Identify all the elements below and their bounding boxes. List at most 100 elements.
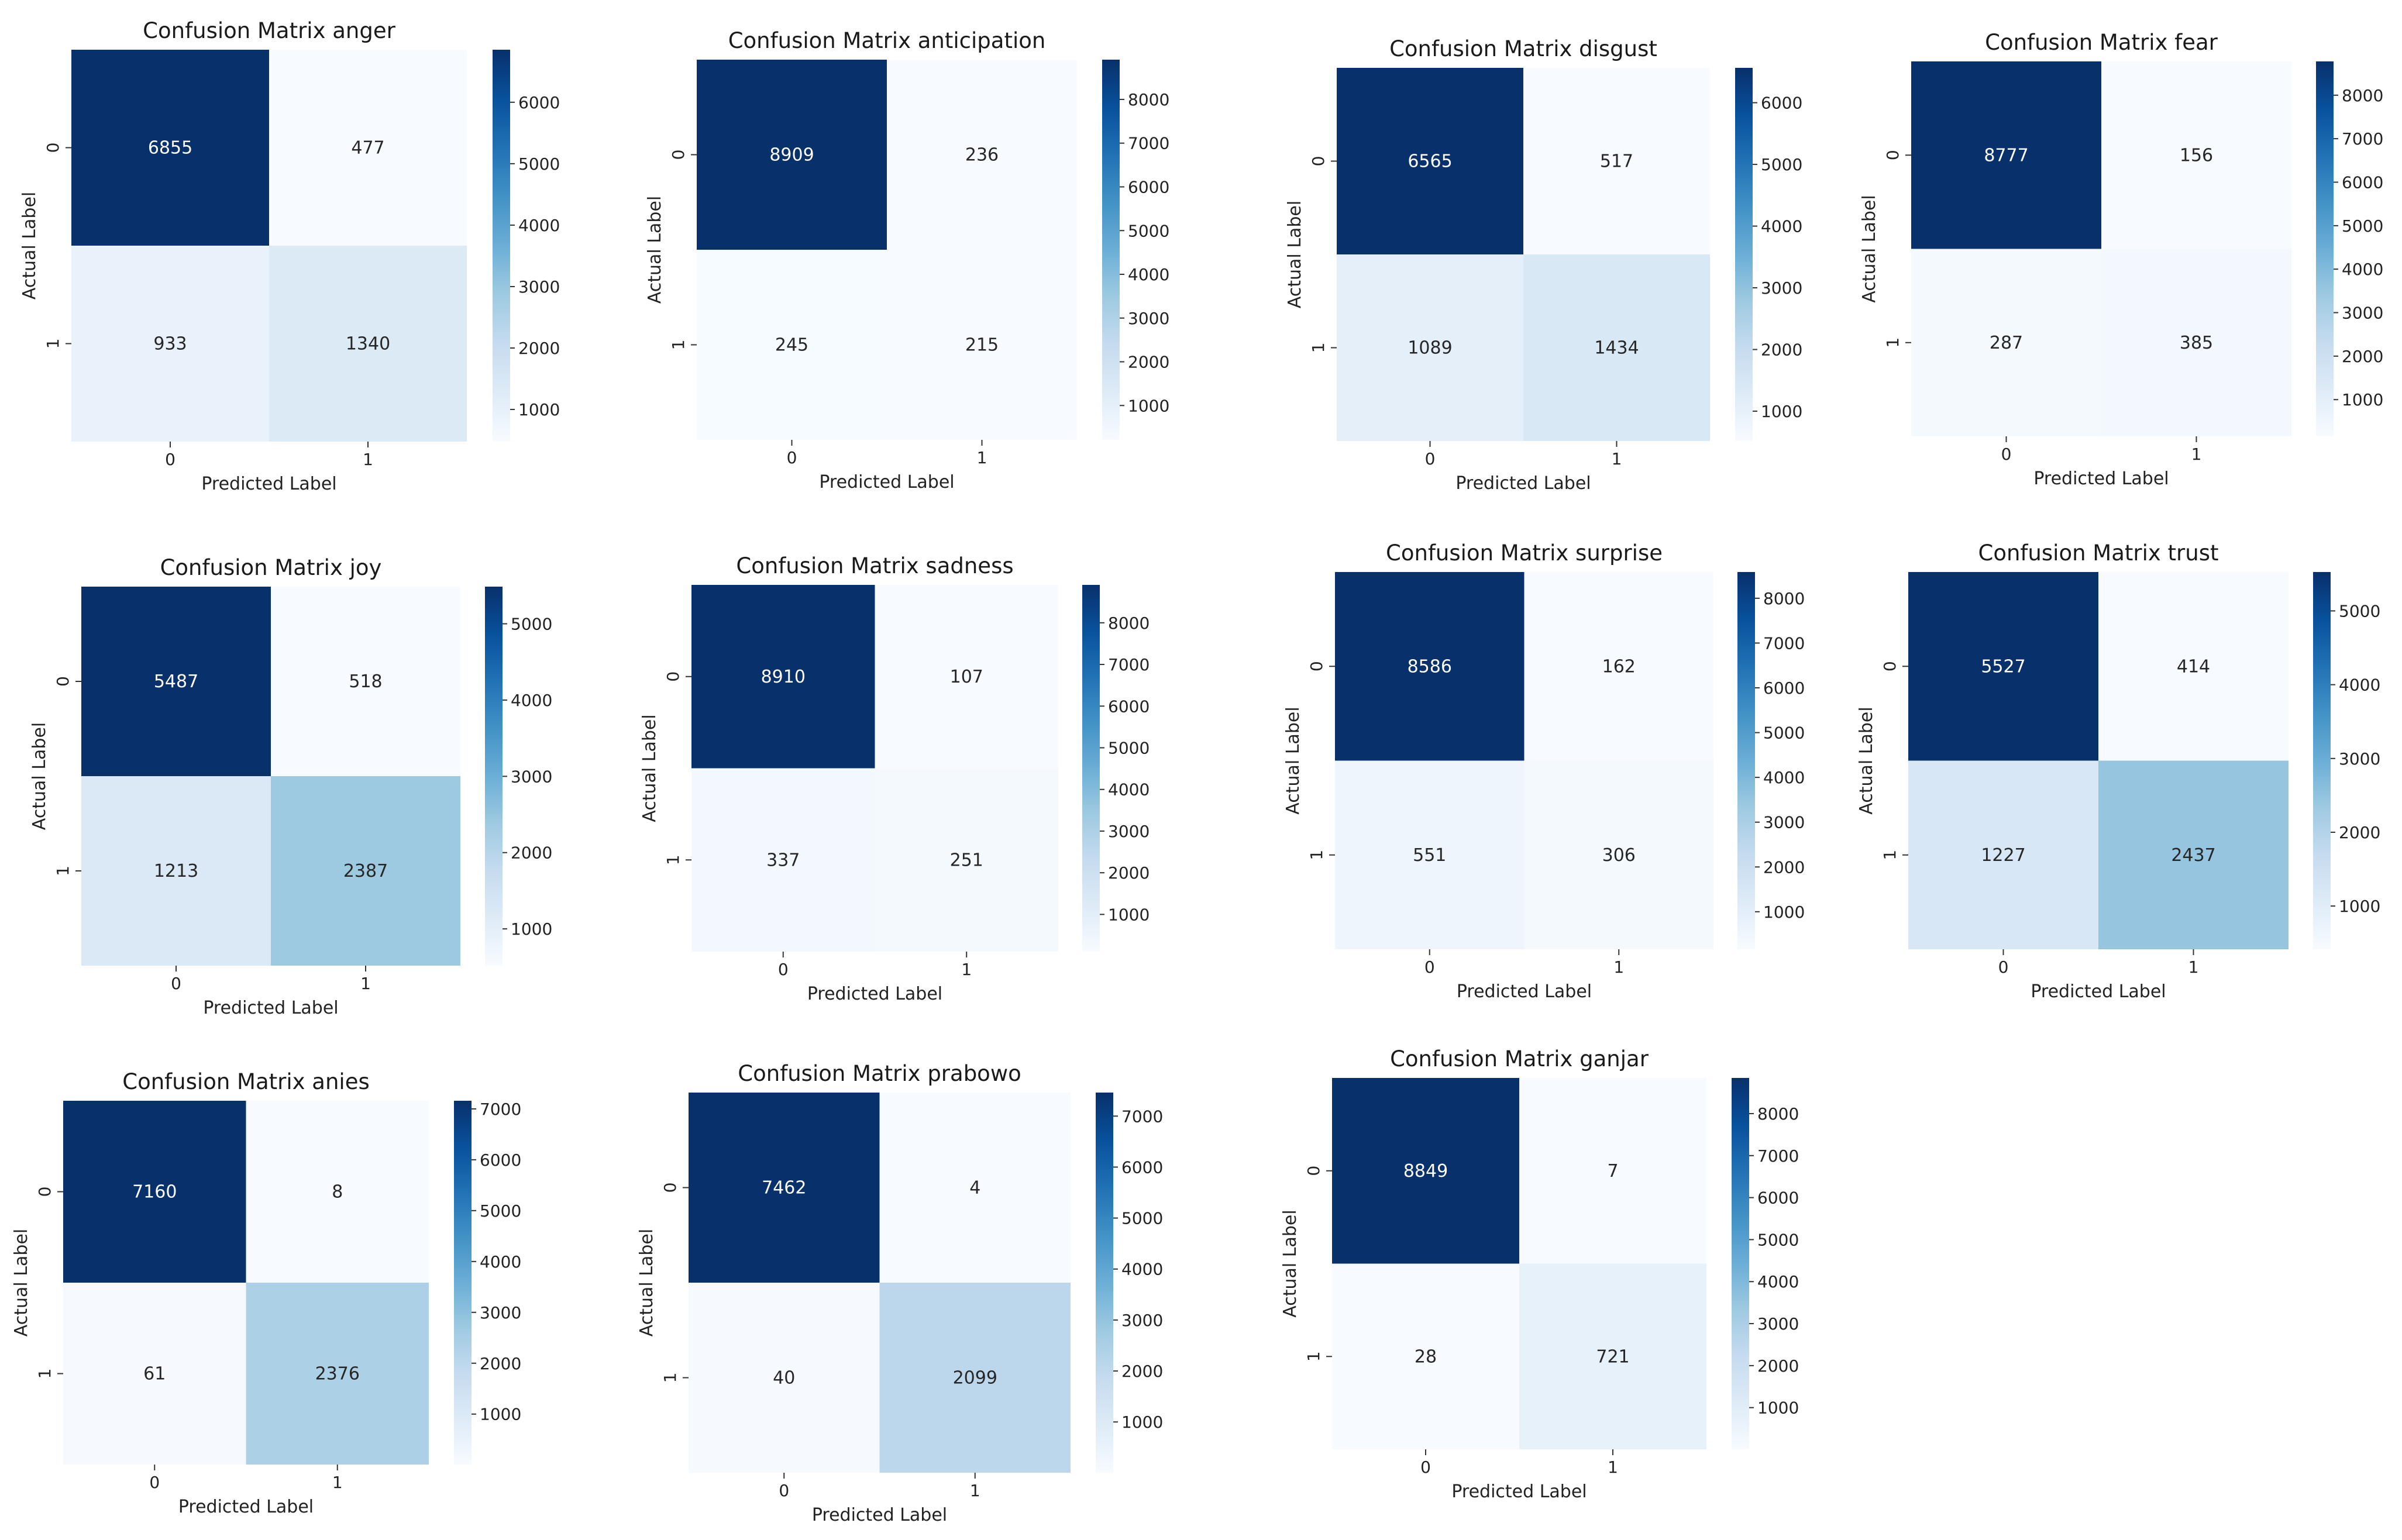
cell-value: 28 <box>1415 1346 1437 1367</box>
colorbar-tick-label: 7000 <box>480 1100 521 1119</box>
colorbar-tick-label: 2000 <box>480 1354 521 1373</box>
heatmap-cell <box>887 250 1077 440</box>
x-tick-label: 0 <box>1425 449 1436 468</box>
y-tick-label: 0 <box>1309 156 1328 167</box>
confusion-matrix-chart: Confusion Matrix anger 6855 477 933 1340 0 1 0 1… <box>19 18 560 494</box>
x-tick-label: 1 <box>2188 957 2199 977</box>
x-tick-label: 0 <box>1420 1458 1431 1477</box>
cell-value: 933 <box>153 334 187 354</box>
heatmap-cell <box>246 1101 429 1283</box>
colorbar-tick-label: 1000 <box>480 1405 521 1424</box>
cell-value: 251 <box>950 850 983 870</box>
cell-value: 8586 <box>1408 656 1452 677</box>
cell-value: 287 <box>1990 333 2023 353</box>
confusion-matrix-chart: Confusion Matrix joy 5487 518 1213 2387 0 1 0 1 P… <box>29 555 552 1018</box>
cell-value: 551 <box>1413 845 1446 866</box>
colorbar-tick-label: 4000 <box>480 1252 521 1272</box>
colorbar-tick-label: 6000 <box>1763 678 1805 698</box>
cell-value: 5487 <box>154 671 198 692</box>
heatmap-cell <box>1911 61 2101 249</box>
heatmap-cell <box>875 585 1058 769</box>
y-tick-label: 0 <box>669 150 688 160</box>
y-tick-label: 0 <box>1307 661 1326 671</box>
cell-value: 1089 <box>1408 338 1452 359</box>
cell-value: 721 <box>1596 1346 1629 1367</box>
x-axis-label: Predicted Label <box>2031 981 2166 1002</box>
chart-title: Confusion Matrix disgust <box>1389 36 1657 61</box>
x-tick-label: 1 <box>332 1473 343 1492</box>
y-tick-label: 0 <box>663 671 683 682</box>
x-axis-label: Predicted Label <box>203 998 338 1018</box>
y-tick-label: 1 <box>1307 850 1326 860</box>
cell-value: 61 <box>143 1364 166 1384</box>
y-tick-label: 1 <box>1880 850 1899 860</box>
colorbar-tick-label: 7000 <box>1757 1146 1799 1166</box>
x-axis-label: Predicted Label <box>201 474 336 494</box>
colorbar-tick-label: 4000 <box>2342 260 2383 279</box>
y-tick-label: 0 <box>43 143 63 153</box>
cell-value: 7 <box>1607 1161 1618 1181</box>
colorbar-tick-label: 7000 <box>1108 655 1150 674</box>
colorbar-tick-label: 5000 <box>518 154 560 174</box>
heatmap-cell <box>887 60 1077 250</box>
colorbar-tick-label: 8000 <box>1108 614 1150 633</box>
colorbar-tick-label: 2000 <box>518 339 560 358</box>
heatmap-cell <box>1332 1078 1519 1264</box>
confusion-matrix-chart: Confusion Matrix prabowo 7462 4 40 2099 0 1 0 1 P… <box>636 1061 1163 1525</box>
cell-value: 2099 <box>953 1368 997 1389</box>
y-axis-label: Actual Label <box>11 1229 32 1336</box>
y-tick-label: 1 <box>663 855 683 865</box>
colorbar-tick-label: 1000 <box>2339 897 2380 916</box>
heatmap-cell <box>1911 249 2101 436</box>
chart-title: Confusion Matrix ganjar <box>1390 1046 1649 1072</box>
heatmap-cell <box>271 587 460 776</box>
x-axis-label: Predicted Label <box>812 1505 947 1525</box>
colorbar-tick-label: 7000 <box>1128 134 1169 153</box>
heatmap-cell <box>1908 760 2098 949</box>
colorbar-tick-label: 1000 <box>1761 402 1802 421</box>
colorbar-tick-label: 3000 <box>1108 822 1150 841</box>
colorbar <box>1737 572 1755 949</box>
cell-value: 306 <box>1602 845 1636 866</box>
heatmap-cell <box>1524 760 1713 949</box>
colorbar-tick-label: 1000 <box>511 919 552 939</box>
colorbar-tick-label: 4000 <box>1763 768 1805 787</box>
colorbar-tick-label: 5000 <box>511 615 552 634</box>
x-axis-label: Predicted Label <box>1457 981 1592 1002</box>
colorbar-tick-label: 3000 <box>480 1303 521 1322</box>
chart-title: Confusion Matrix trust <box>1978 540 2218 566</box>
colorbar-tick-label: 6000 <box>518 93 560 112</box>
colorbar-tick-label: 3000 <box>511 767 552 786</box>
colorbar-tick-label: 1000 <box>1128 396 1169 415</box>
colorbar-tick-label: 6000 <box>480 1150 521 1170</box>
y-tick-label: 0 <box>53 676 73 687</box>
y-axis-label: Actual Label <box>1859 195 1880 302</box>
colorbar-tick-label: 6000 <box>2342 173 2383 192</box>
cell-value: 337 <box>766 850 800 870</box>
cell-value: 518 <box>349 671 382 692</box>
heatmap-cell <box>879 1283 1071 1473</box>
chart-title: Confusion Matrix fear <box>1985 30 2218 55</box>
heatmap-cell <box>81 776 271 966</box>
y-tick-label: 0 <box>1304 1166 1323 1176</box>
cell-value: 156 <box>2180 145 2213 166</box>
colorbar-tick-label: 2000 <box>1128 353 1169 372</box>
y-tick-label: 1 <box>1309 343 1328 353</box>
colorbar-tick-label: 3000 <box>1121 1311 1163 1330</box>
heatmap-cell <box>81 587 271 776</box>
colorbar-tick-label: 4000 <box>2339 676 2380 695</box>
x-tick-label: 0 <box>1424 957 1435 977</box>
heatmap-cell <box>1524 572 1713 761</box>
colorbar-tick-label: 8000 <box>1757 1104 1799 1124</box>
x-tick-label: 0 <box>1998 957 2009 977</box>
heatmap-cell <box>1523 68 1710 254</box>
colorbar <box>1096 1093 1113 1473</box>
cell-value: 1434 <box>1594 338 1639 359</box>
cell-value: 107 <box>950 667 983 687</box>
x-tick-label: 0 <box>149 1473 160 1492</box>
colorbar-tick-label: 2000 <box>2339 823 2380 842</box>
colorbar-tick-label: 2000 <box>1761 340 1802 360</box>
colorbar-tick-label: 2000 <box>511 843 552 863</box>
